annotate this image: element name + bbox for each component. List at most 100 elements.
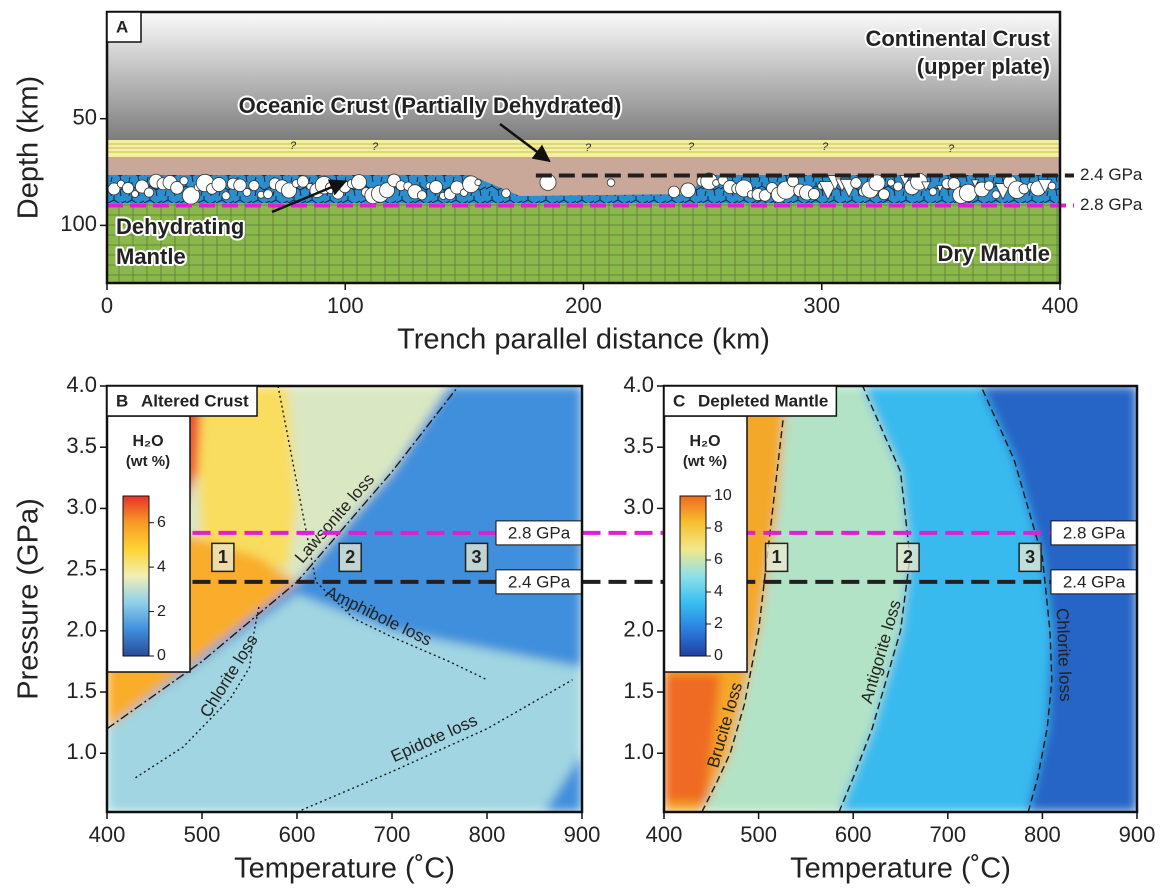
curve-label: Chlorite loss	[1053, 608, 1076, 702]
colorbar-tick-label: 6	[714, 551, 723, 568]
grain	[893, 181, 903, 192]
grain	[850, 177, 862, 189]
colorbar-title: H₂O	[132, 433, 163, 450]
uncertain-mark: ?	[290, 140, 297, 152]
annotation: Mantle	[116, 244, 186, 269]
grain	[606, 178, 616, 187]
colorbar-tick-label: 4	[157, 558, 166, 575]
grain	[878, 188, 890, 201]
pressure-level-label: 2.8 GPa	[508, 523, 571, 542]
pressure-level-label: 2.8 GPa	[1063, 523, 1126, 542]
y-tick-label: 2.5	[66, 555, 97, 580]
grain	[758, 189, 772, 202]
y-tick-label: 1.0	[623, 739, 654, 764]
panel-title: Altered Crust	[141, 391, 249, 410]
reaction-curve	[838, 386, 911, 812]
phase-field	[664, 386, 1137, 812]
panel-title: Depleted Mantle	[698, 391, 828, 410]
y-tick-label: 3.5	[66, 433, 97, 458]
grain	[928, 187, 938, 196]
reaction-curve	[277, 386, 488, 681]
x-tick-label: 700	[929, 822, 966, 847]
x-tick-label: 0	[101, 293, 113, 318]
colorbar-tick-label: 10	[714, 487, 732, 504]
x-tick-label: 200	[565, 293, 602, 318]
x-tick-label: 900	[1119, 822, 1156, 847]
stage-marker-label: 3	[472, 547, 482, 567]
colorbar-tick-label: 0	[714, 647, 723, 664]
stage-marker	[1018, 542, 1042, 573]
pressure-level-box	[495, 569, 583, 595]
x-axis-label: Temperature (˚C)	[234, 853, 455, 885]
colorbar-title: H₂O	[689, 433, 720, 450]
y-tick-label: 4.0	[66, 372, 97, 397]
panel-a-layers	[107, 12, 1060, 283]
x-tick-label: 500	[184, 822, 221, 847]
water-field	[107, 594, 582, 812]
colorbar-tick-label: 2	[714, 615, 723, 632]
grain	[131, 190, 139, 198]
panel-label: B	[116, 391, 128, 410]
x-tick-label: 400	[89, 822, 126, 847]
uncertain-mark: ?	[585, 142, 592, 154]
y-tick-label: 2.0	[66, 617, 97, 642]
stage-marker	[211, 542, 235, 573]
plot-frame	[662, 384, 1139, 814]
stage-marker-label: 3	[1025, 547, 1035, 567]
colorbar-tick-label: 8	[714, 519, 723, 536]
x-tick-label: 800	[469, 822, 506, 847]
panel-tag-box	[106, 11, 142, 43]
colorbar	[122, 495, 150, 657]
x-tick-label: 300	[803, 293, 840, 318]
dry-mantle-layer	[107, 203, 1060, 283]
grain	[868, 174, 886, 192]
annotation: Oceanic Crust (Partially Dehydrated)	[239, 93, 622, 118]
x-axis-label: Temperature (˚C)	[790, 853, 1011, 885]
grain	[991, 190, 1001, 200]
stage-marker	[896, 542, 920, 573]
pressure-level-box	[495, 520, 583, 546]
reaction-curve	[135, 606, 260, 779]
stage-marker-label: 1	[218, 547, 228, 567]
colorbar-subtitle: (wt %)	[126, 453, 170, 470]
colorbar-tick-label: 0	[157, 647, 166, 664]
pressure-level-label: 2.4 GPa	[508, 572, 571, 591]
grain	[248, 180, 260, 192]
dehydrated-wedge	[470, 175, 705, 196]
continental-crust-layer	[107, 12, 1060, 140]
x-tick-label: 600	[279, 822, 316, 847]
panel-tag: B Altered Crust	[106, 385, 258, 417]
x-tick-label: 400	[1042, 293, 1079, 318]
grain	[680, 182, 696, 198]
grain	[921, 181, 931, 192]
grain	[296, 175, 310, 188]
water-field	[664, 673, 721, 803]
grain	[211, 177, 227, 192]
grain	[970, 179, 980, 188]
uncertain-mark: ?	[688, 141, 695, 153]
pressure-level-label: 2.4 GPa	[1080, 165, 1143, 184]
pressure-level-label: 2.8 GPa	[1080, 195, 1143, 214]
grain	[958, 183, 978, 202]
arrow	[499, 123, 551, 163]
x-tick-label: 900	[564, 822, 601, 847]
grain	[379, 182, 395, 199]
arrow	[271, 179, 348, 214]
uncertain-mark: ?	[948, 143, 955, 155]
annotation: Dry Mantle	[938, 241, 1050, 266]
grain	[429, 180, 443, 194]
stage-marker	[338, 542, 362, 573]
colorbar-tick-label: 4	[714, 583, 723, 600]
grain	[233, 178, 247, 192]
panel-label: C	[673, 391, 685, 410]
grain	[807, 188, 821, 201]
stage-marker-label: 1	[772, 547, 782, 567]
x-tick-label: 600	[835, 822, 872, 847]
oceanic-crust-layer	[107, 157, 1060, 175]
y-tick-label: 100	[60, 211, 97, 236]
panel-label: A	[116, 17, 128, 36]
sediment-lines	[107, 143, 1060, 153]
y-axis-label: Pressure (GPa)	[13, 498, 45, 699]
